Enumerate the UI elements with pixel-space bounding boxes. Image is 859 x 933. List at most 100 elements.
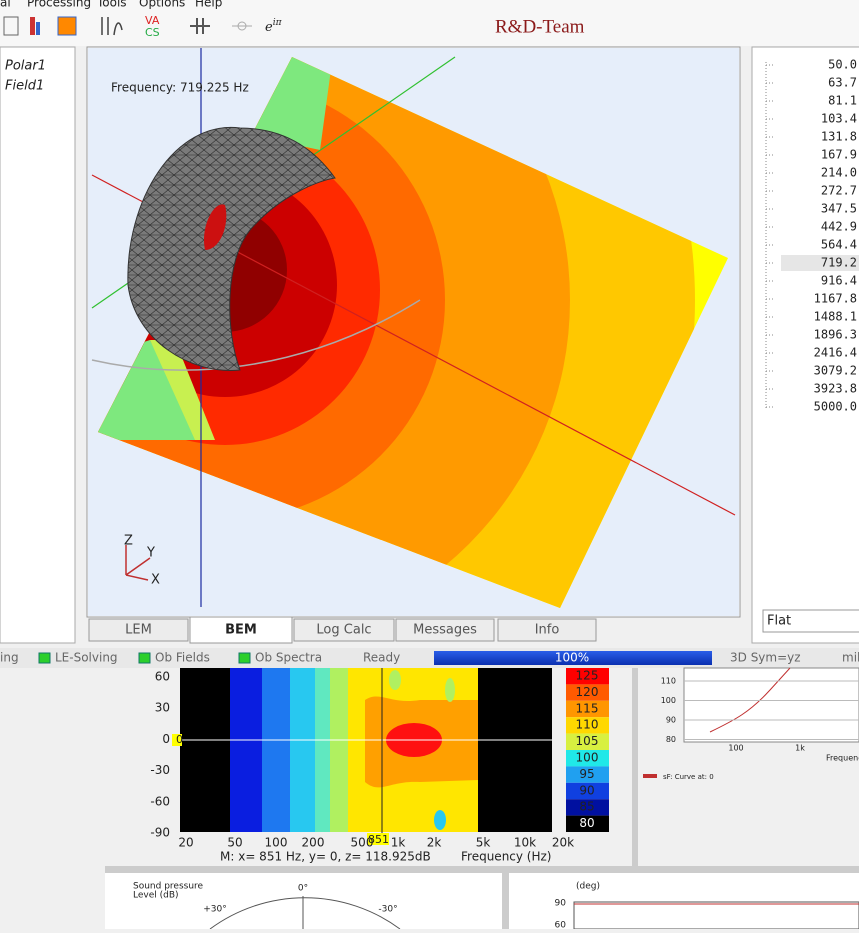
frequency-item[interactable]: 442.9 xyxy=(821,220,857,234)
splitter[interactable] xyxy=(632,668,638,868)
frequency-panel xyxy=(751,46,859,644)
euler-exp: iπ xyxy=(273,18,283,28)
colorbar-label: 80 xyxy=(579,816,594,830)
tree-panel xyxy=(0,46,76,644)
frequency-item[interactable]: 214.0 xyxy=(821,166,857,180)
colorbar-label: 100 xyxy=(576,751,599,765)
menu-item[interactable]: Processing xyxy=(27,0,91,10)
marker-y: 0 xyxy=(176,733,183,746)
y-tick-label: 90 xyxy=(666,716,676,725)
y-tick-label: -60 xyxy=(150,794,170,808)
icon[interactable] xyxy=(190,18,210,34)
tab[interactable] xyxy=(293,618,395,642)
status-item: 3D Sym=yz xyxy=(730,651,801,665)
menu-item[interactable]: Help xyxy=(195,0,222,10)
frequency-list: 50.0 63.7 81.1 103.4 131.8 167.9 214.0 272.7 347… xyxy=(766,58,859,414)
euler-base: e xyxy=(265,20,273,35)
colorbar-swatch xyxy=(566,733,609,750)
tab-label: Log Calc xyxy=(316,623,371,638)
frequency-label: Frequency: 719.225 Hz xyxy=(111,81,249,95)
splitter[interactable] xyxy=(105,866,859,873)
splitter[interactable] xyxy=(502,873,509,929)
tree-item[interactable]: Field1 xyxy=(5,79,44,94)
heatmap xyxy=(172,668,552,845)
colorbar-label: 95 xyxy=(579,767,594,781)
frequency-item[interactable]: 272.7 xyxy=(821,184,857,198)
icon[interactable] xyxy=(101,17,123,36)
colorbar-label: 125 xyxy=(576,669,599,683)
x-tick-label: 20 xyxy=(178,836,193,850)
vacs-icon[interactable]: CS xyxy=(145,26,160,39)
colorbar-swatch xyxy=(566,717,609,734)
euler-icon[interactable]: eiπ xyxy=(265,18,283,35)
frequency-item[interactable]: 916.4 xyxy=(821,274,857,288)
frequency-item[interactable]: 81.1 xyxy=(828,94,857,108)
status-led xyxy=(138,652,151,664)
y-tick-label: -30 xyxy=(150,763,170,777)
y-tick-label: 110 xyxy=(661,677,676,686)
colorbar-swatch xyxy=(566,782,609,800)
polar-label: 0° xyxy=(298,884,308,894)
tab[interactable] xyxy=(189,616,293,644)
frequency-item[interactable]: 131.8 xyxy=(821,130,857,144)
menu-item[interactable]: al xyxy=(0,0,11,10)
x-tick-label: 5k xyxy=(476,836,491,850)
colorbar-swatch xyxy=(566,700,609,718)
colorbar-label: 105 xyxy=(576,734,599,748)
frequency-item[interactable]: 5000.0 xyxy=(814,400,857,414)
tab-label: Info xyxy=(535,623,560,638)
x-tick-label: 1k xyxy=(391,836,406,850)
y-tick-label: 90 xyxy=(555,899,567,909)
frequency-item[interactable]: 2416.4 xyxy=(814,346,857,360)
x-tick-label: 100 xyxy=(728,744,743,753)
legend: sF: Curve at: 0 xyxy=(663,773,714,781)
frequency-item[interactable]: 347.5 xyxy=(821,202,857,216)
menu-item[interactable]: Options xyxy=(139,0,185,10)
colorbar-swatch xyxy=(566,684,609,701)
menu-item[interactable]: Tools xyxy=(96,0,127,10)
y-tick-label: 80 xyxy=(666,735,676,744)
frequency-item[interactable]: 103.4 xyxy=(821,112,857,126)
x-axis-label: Frequenc xyxy=(826,754,859,763)
x-tick-label: 2k xyxy=(427,836,442,850)
tab[interactable] xyxy=(395,618,495,642)
response-chart xyxy=(643,667,859,778)
tab-label: Messages xyxy=(413,623,477,638)
axis-x: X xyxy=(151,573,160,588)
status-item: Ob Spectra xyxy=(255,651,322,665)
progress-bar xyxy=(434,651,712,665)
tab[interactable] xyxy=(88,618,189,642)
polar-grid xyxy=(209,897,401,930)
frequency-item[interactable]: 50.0 xyxy=(828,58,857,72)
y-tick-label: 30 xyxy=(155,701,170,715)
frequency-item[interactable]: 1167.8 xyxy=(814,292,857,306)
tab[interactable] xyxy=(497,618,597,642)
status-item: 100% xyxy=(555,651,589,665)
toolbar-bg xyxy=(0,0,859,46)
status-item: Ob Fields xyxy=(155,651,210,665)
frequency-item[interactable]: 1896.3 xyxy=(814,328,857,342)
frequency-item[interactable]: 63.7 xyxy=(828,76,857,90)
tree-item[interactable]: Polar1 xyxy=(5,59,46,74)
frequency-item[interactable]: 564.4 xyxy=(821,238,857,252)
icon[interactable] xyxy=(3,16,19,36)
frequency-item[interactable]: 1488.1 xyxy=(814,310,857,324)
frequency-item[interactable]: 3079.2 xyxy=(814,364,857,378)
icon[interactable] xyxy=(30,17,35,35)
y-tick-label: 100 xyxy=(661,696,676,705)
frequency-item[interactable]: 719.2 xyxy=(821,256,857,270)
colorbar-label: 110 xyxy=(576,718,599,732)
icon[interactable] xyxy=(57,16,77,36)
frequency-item[interactable]: 3923.8 xyxy=(814,382,857,396)
y-tick-label: 60 xyxy=(155,670,170,684)
vacs-icon[interactable]: VA xyxy=(145,14,160,27)
brand: R&D-Team xyxy=(495,16,585,37)
dropdown[interactable] xyxy=(762,609,859,633)
frequency-item[interactable]: 167.9 xyxy=(821,148,857,162)
menu-bar: al Processing Tools Options Help xyxy=(0,0,222,10)
marker-x: 851 xyxy=(368,833,389,846)
x-tick-label: 50 xyxy=(227,836,242,850)
heatmap-labels: 60 30 0 -30 -60 -90 20 50 100 200 500 1k 2k 5k 10k 20k 1… xyxy=(150,668,609,850)
